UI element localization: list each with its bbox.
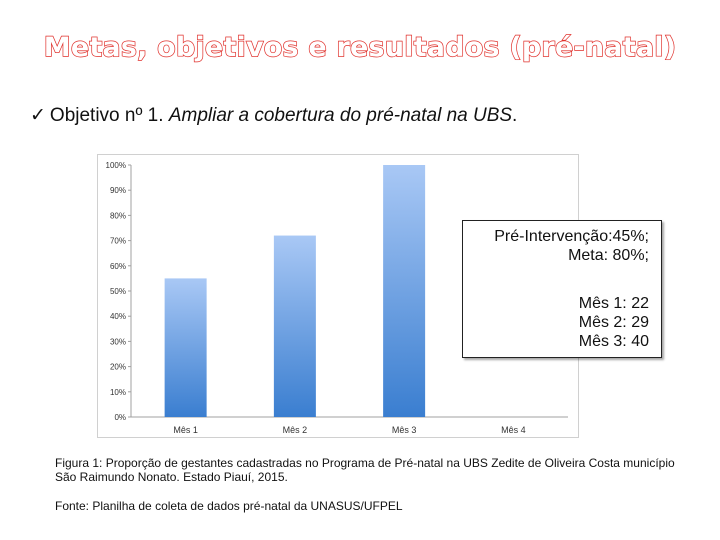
checkmark-icon: ✓ [30, 105, 46, 126]
bar-3 [383, 165, 426, 417]
objective-prefix: Objetivo nº 1. [49, 105, 169, 126]
slide-title: Metas, objetivos e resultados (pré-natal… [43, 31, 677, 63]
figure-source: Fonte: Planilha de coleta de dados pré-n… [55, 499, 403, 513]
annotation-pre-intervention: Pré-Intervenção:45%; [494, 228, 649, 245]
annotation-month-1: Mês 1: 22 [578, 295, 649, 312]
x-tick-label: Mês 4 [501, 425, 526, 435]
objective-line: ✓ Objetivo nº 1. Ampliar a cobertura do p… [30, 104, 517, 127]
annotation-month-3: Mês 3: 40 [578, 333, 649, 350]
annotation-month-2: Mês 2: 29 [578, 314, 649, 331]
y-tick-label: 100% [106, 161, 126, 170]
y-tick-label: 30% [110, 337, 126, 346]
x-tick-label: Mês 2 [283, 425, 308, 435]
y-tick-label: 20% [110, 363, 126, 372]
y-tick-label: 40% [110, 312, 126, 321]
bar-2 [273, 235, 316, 417]
objective-text: Ampliar a cobertura do pré-natal na UBS [168, 105, 513, 126]
annotation-meta: Meta: 80%; [568, 247, 649, 264]
y-tick-label: 60% [110, 262, 126, 271]
bar-1 [164, 278, 207, 417]
objective-end: . [512, 105, 518, 126]
y-tick-label: 70% [110, 237, 126, 246]
y-tick-label: 0% [114, 413, 126, 422]
y-tick-label: 90% [110, 186, 126, 195]
y-tick-label: 80% [110, 211, 126, 220]
annotation-box: Pré-Intervenção:45%; Meta: 80%; Mês 1: 2… [462, 220, 662, 358]
chart-canvas: 0% 10% 20% 30% 40% 50% 60% 70% 80% 90% 100% Mês 1 M… [106, 161, 568, 435]
y-tick-label: 10% [110, 388, 126, 397]
x-tick-label: Mês 1 [173, 425, 198, 435]
y-tick-label: 50% [110, 287, 126, 296]
x-tick-label: Mês 3 [392, 425, 417, 435]
figure-caption: Figura 1: Proporção de gestantes cadastr… [55, 456, 675, 484]
